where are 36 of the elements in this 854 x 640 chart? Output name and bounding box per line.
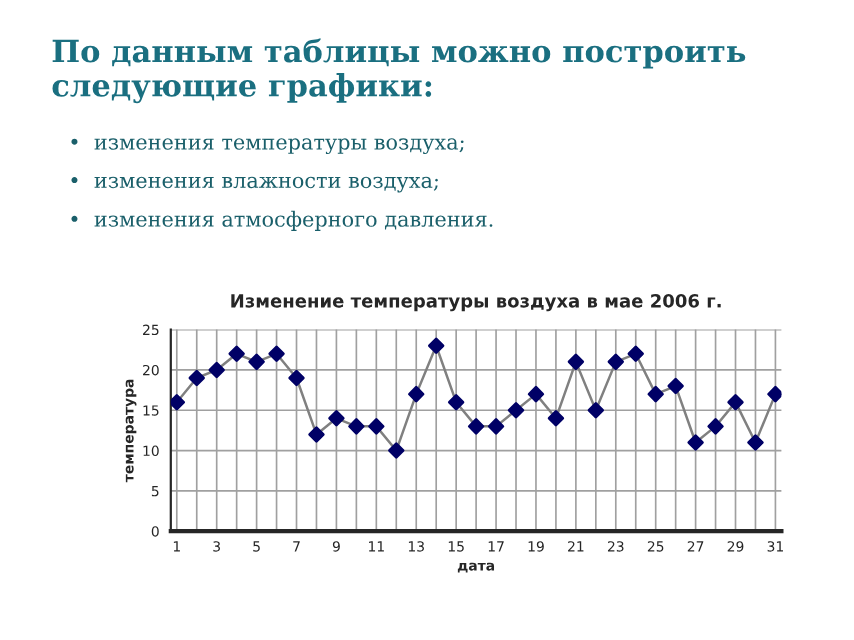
point bbox=[308, 426, 325, 443]
point bbox=[428, 337, 445, 354]
point bbox=[527, 385, 545, 403]
text: • изменения температуры воздуха; bbox=[71, 138, 464, 155]
point bbox=[507, 402, 525, 419]
point bbox=[707, 418, 724, 435]
point bbox=[348, 418, 365, 435]
point bbox=[268, 345, 285, 362]
point bbox=[188, 369, 205, 387]
point bbox=[667, 377, 684, 395]
point bbox=[747, 434, 764, 451]
point bbox=[687, 434, 704, 451]
point bbox=[487, 418, 505, 435]
point bbox=[228, 345, 245, 362]
point bbox=[208, 361, 225, 379]
point bbox=[328, 410, 345, 427]
point bbox=[408, 385, 425, 403]
chart-title: Изменение температуры воздуха в мае 2006 г. bbox=[231, 293, 721, 312]
point bbox=[767, 385, 782, 403]
point bbox=[170, 393, 185, 411]
point bbox=[288, 369, 305, 387]
point bbox=[447, 393, 465, 411]
point bbox=[467, 418, 485, 435]
point bbox=[587, 402, 605, 419]
point bbox=[627, 345, 644, 362]
point bbox=[388, 442, 405, 459]
point bbox=[607, 353, 624, 371]
point bbox=[368, 418, 385, 435]
text: • изменения влажности воздуха; bbox=[71, 176, 438, 193]
point bbox=[547, 410, 565, 427]
point bbox=[567, 353, 585, 371]
text: • изменения атмосферного давления. bbox=[71, 210, 493, 231]
point bbox=[647, 385, 664, 403]
point bbox=[248, 353, 265, 371]
point bbox=[727, 393, 744, 411]
text: По данным таблицы можно построить следующие графики: bbox=[52, 38, 746, 104]
